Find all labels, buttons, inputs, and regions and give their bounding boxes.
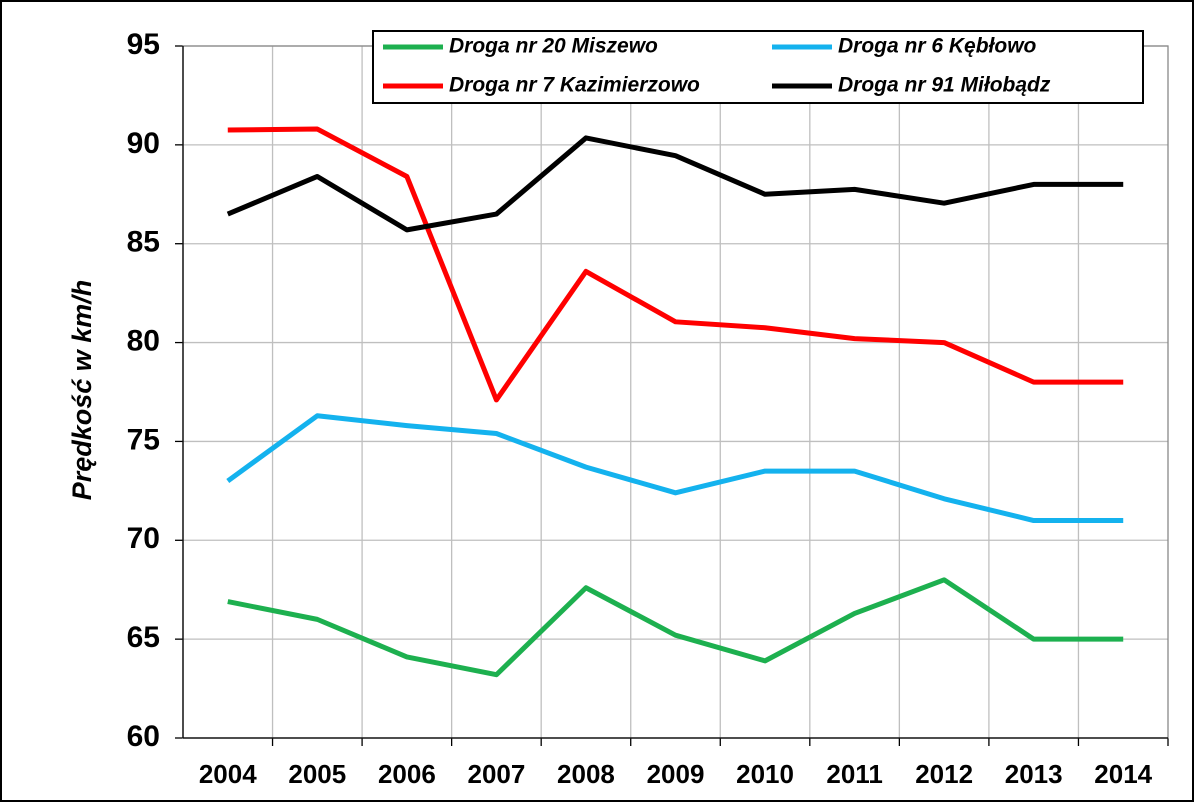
series-line xyxy=(226,135,1124,233)
x-tick-label: 2009 xyxy=(647,759,705,789)
x-tick-label: 2013 xyxy=(1005,759,1063,789)
x-tick-label: 2007 xyxy=(467,759,525,789)
x-tick-label: 2006 xyxy=(378,759,436,789)
series-line xyxy=(226,413,1124,524)
y-tick-label: 75 xyxy=(127,423,160,456)
legend-label: Droga nr 7 Kazimierzowo xyxy=(449,74,700,97)
y-tick-label: 90 xyxy=(127,127,160,160)
x-tick-label: 2012 xyxy=(915,759,973,789)
y-tick-label: 85 xyxy=(127,226,160,259)
x-tick-label: 2011 xyxy=(826,759,882,789)
legend-label: Droga nr 91 Miłobądz xyxy=(838,74,1051,97)
y-tick-label: 60 xyxy=(127,720,160,753)
legend-box xyxy=(372,30,1144,104)
legend-label: Droga nr 20 Miszewo xyxy=(449,35,658,58)
y-tick-label: 70 xyxy=(127,522,160,555)
x-tick-label: 2008 xyxy=(557,759,615,789)
y-tick-label: 65 xyxy=(127,621,160,654)
x-tick-label: 2014 xyxy=(1094,759,1152,789)
legend-label: Droga nr 6 Kębłowo xyxy=(838,35,1037,58)
x-tick-label: 2005 xyxy=(288,759,346,789)
x-tick-label: 2004 xyxy=(199,759,257,789)
series-line xyxy=(227,577,1124,678)
y-tick-label: 80 xyxy=(127,324,160,357)
x-tick-label: 2010 xyxy=(736,759,794,789)
y-axis-title: Prędkość w km/h xyxy=(67,280,97,501)
y-tick-label: 95 xyxy=(127,28,160,61)
series-line xyxy=(227,126,1124,403)
